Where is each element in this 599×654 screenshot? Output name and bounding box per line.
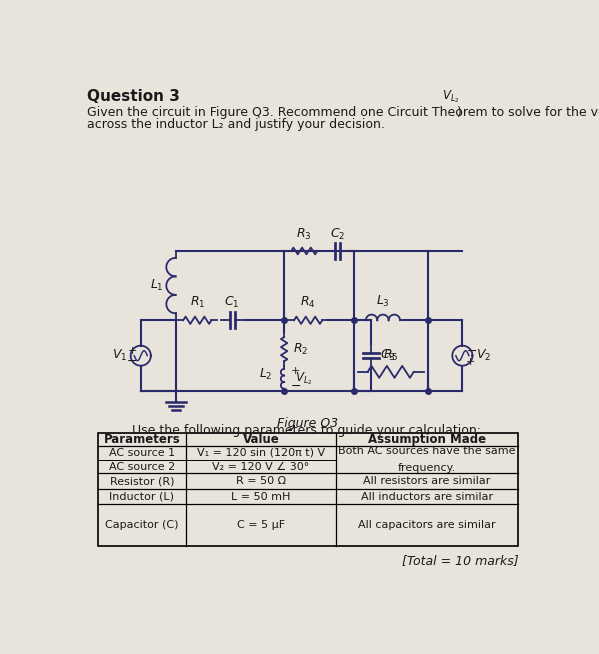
Text: Assumption Made: Assumption Made [368,433,486,446]
Text: +: + [128,346,137,356]
Text: R = 50 Ω: R = 50 Ω [236,476,286,486]
Text: Question 3: Question 3 [87,89,180,104]
Text: +: + [466,357,476,367]
Text: −: − [126,355,137,368]
Text: $R_3$: $R_3$ [297,227,312,242]
Text: $C_2$: $C_2$ [330,227,345,242]
Text: Parameters: Parameters [104,433,180,446]
Text: Inductor (L): Inductor (L) [110,492,174,502]
Text: $V_{L_2}$: $V_{L_2}$ [295,371,313,387]
Text: V₁ = 120 sin (120π t) V: V₁ = 120 sin (120π t) V [197,448,325,458]
Text: Use the following parameters to guide your calculation:: Use the following parameters to guide yo… [132,424,481,438]
Text: across the inductor L₂ and justify your decision.: across the inductor L₂ and justify your … [87,118,385,131]
Text: +: + [291,366,300,376]
Text: Capacitor (C): Capacitor (C) [105,520,179,530]
Text: −: − [291,380,301,393]
Text: All capacitors are similar: All capacitors are similar [358,520,496,530]
Text: L = 50 mH: L = 50 mH [231,492,291,502]
Text: $R_5$: $R_5$ [383,347,398,362]
Text: $V_1$: $V_1$ [111,348,127,363]
Text: C = 5 μF: C = 5 μF [237,520,285,530]
Text: [Total = 10 marks]: [Total = 10 marks] [401,553,518,566]
Text: Resistor (R): Resistor (R) [110,476,174,486]
Text: All resistors are similar: All resistors are similar [364,476,491,486]
Text: $L_1$: $L_1$ [150,278,164,293]
Text: $R_4$: $R_4$ [300,295,316,310]
Text: All inductors are similar: All inductors are similar [361,492,493,502]
Text: Value: Value [243,433,279,446]
Text: $L_2$: $L_2$ [259,368,273,383]
Text: $R_1$: $R_1$ [190,295,205,310]
Text: frequency.: frequency. [398,463,456,473]
Text: $V_2$: $V_2$ [476,348,492,363]
Text: $C_1$: $C_1$ [225,295,240,310]
Text: $L_3$: $L_3$ [376,294,389,309]
Text: $C_3$: $C_3$ [380,348,396,363]
Text: AC source 1: AC source 1 [109,448,175,458]
Text: $V_{L_2}$: $V_{L_2}$ [443,88,460,105]
Text: ): ) [457,106,462,119]
Text: −: − [466,345,477,358]
Text: Given the circuit in Figure Q3. Recommend one Circuit Theorem to solve for the v: Given the circuit in Figure Q3. Recommen… [87,106,599,119]
Text: Figure Q3: Figure Q3 [277,417,338,430]
Text: $R_2$: $R_2$ [294,342,308,357]
Text: V₂ = 120 V ∠ 30°: V₂ = 120 V ∠ 30° [212,462,310,472]
Text: Both AC sources have the same: Both AC sources have the same [338,446,516,456]
Text: AC source 2: AC source 2 [109,462,175,472]
